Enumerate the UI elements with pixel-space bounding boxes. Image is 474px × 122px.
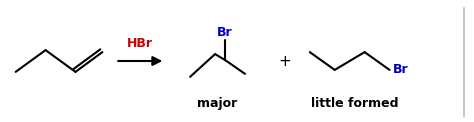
Text: little formed: little formed	[311, 97, 399, 110]
Text: Br: Br	[392, 63, 408, 76]
Text: Br: Br	[217, 26, 233, 39]
Text: +: +	[279, 55, 291, 70]
Text: major: major	[198, 97, 237, 110]
Text: HBr: HBr	[128, 37, 153, 50]
